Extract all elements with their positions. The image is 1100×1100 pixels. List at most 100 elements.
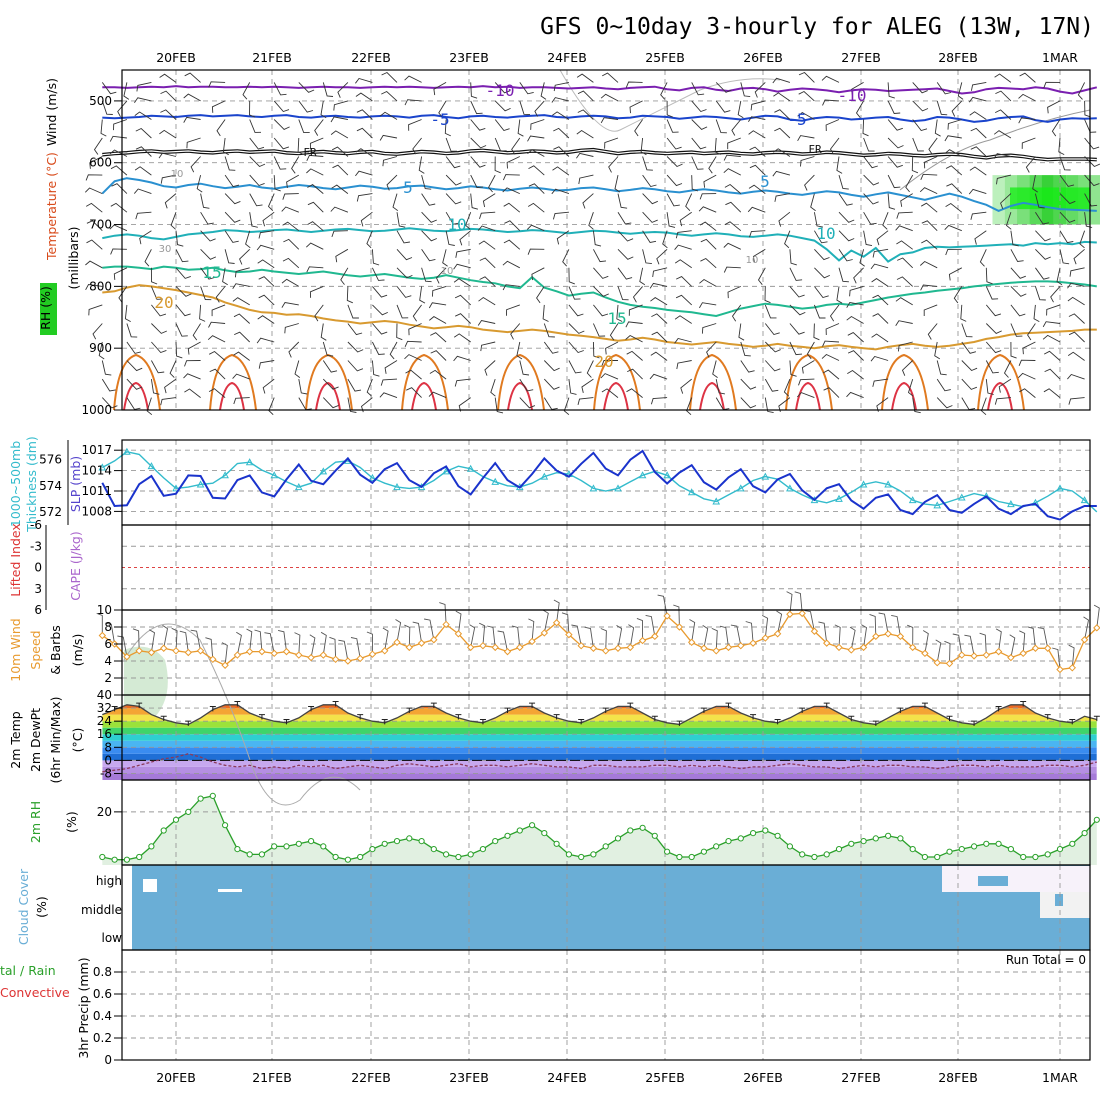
upper-air-wind-barb xyxy=(862,119,869,137)
date-label-top: 27FEB xyxy=(841,50,881,65)
upper-air-wind-barb xyxy=(1010,304,1026,317)
upper-air-wind-barb xyxy=(928,137,938,155)
upper-air-wind-barb xyxy=(563,397,570,416)
surface-wind-barb xyxy=(469,624,476,648)
panel6-unit-label: (%) xyxy=(64,811,79,833)
panel5-label-2: 2m DewPt xyxy=(28,708,43,772)
thickness-point xyxy=(957,493,966,501)
thickness-point xyxy=(712,497,721,505)
upper-air-wind-barb xyxy=(200,211,214,225)
upper-air-wind-barb xyxy=(701,323,717,334)
upper-air-wind-barb xyxy=(774,109,791,120)
rh-point xyxy=(590,851,597,858)
wind-speed-point xyxy=(626,643,634,652)
thickness-point xyxy=(368,473,377,481)
upper-air-wind-barb xyxy=(912,397,921,414)
surface-wind-barb xyxy=(952,633,963,656)
upper-air-wind-barb xyxy=(985,267,993,285)
upper-air-wind-barb xyxy=(445,211,460,225)
upper-air-wind-barb xyxy=(666,100,673,118)
upper-air-wind-barb xyxy=(431,285,447,297)
upper-air-wind-barb xyxy=(519,82,534,95)
upper-air-wind-barb xyxy=(110,165,128,176)
thickness-point xyxy=(442,467,450,475)
rh-point xyxy=(357,853,364,861)
surface-wind-barb xyxy=(628,624,635,648)
upper-air-wind-barb xyxy=(445,193,462,205)
upper-air-wind-barb xyxy=(234,331,251,343)
upper-air-wind-barb xyxy=(126,323,138,338)
upper-air-wind-barb xyxy=(340,267,349,285)
rh-point xyxy=(1093,816,1100,823)
upper-air-wind-barb xyxy=(985,379,994,395)
upper-air-wind-barb xyxy=(650,351,668,361)
upper-air-wind-barb xyxy=(806,341,815,360)
surface-wind-barb xyxy=(149,629,155,653)
upper-air-wind-barb xyxy=(919,187,938,195)
temp-color-band xyxy=(102,766,1097,774)
upper-air-wind-barb xyxy=(347,378,362,392)
rh-point xyxy=(664,848,671,855)
upper-air-wind-barb xyxy=(650,297,668,306)
thickness-point xyxy=(540,472,549,480)
upper-air-wind-barb xyxy=(306,154,324,161)
panel5-label-3: (6hr Min/Max) xyxy=(48,697,63,784)
upper-air-wind-barb xyxy=(159,129,177,139)
isotherm-label: 15 xyxy=(202,263,221,282)
upper-air-wind-barb xyxy=(920,202,938,213)
upper-air-wind-barb xyxy=(577,397,594,406)
surface-wind-barb xyxy=(891,614,901,637)
thickness-point xyxy=(908,496,917,504)
upper-air-wind-barb xyxy=(923,304,938,316)
upper-air-wind-barb xyxy=(160,397,177,406)
upper-air-wind-barb xyxy=(281,206,299,213)
upper-air-wind-barb xyxy=(284,323,299,334)
upper-air-wind-barb xyxy=(453,355,471,362)
upper-air-wind-barb xyxy=(846,315,864,324)
upper-air-wind-barb xyxy=(993,130,1012,139)
upper-air-wind-barb xyxy=(676,360,692,370)
upper-air-wind-barb xyxy=(617,248,634,260)
upper-air-wind-barb xyxy=(332,164,349,176)
surface-wind-barb xyxy=(935,639,942,663)
upper-air-wind-barb xyxy=(551,97,570,103)
upper-air-wind-barb xyxy=(175,249,189,263)
upper-air-wind-barb xyxy=(454,378,471,387)
rh-point xyxy=(602,843,609,850)
rh-contour-label: 10 xyxy=(171,169,184,180)
upper-air-wind-barb xyxy=(640,137,647,156)
upper-air-wind-barb xyxy=(405,369,422,380)
upper-air-wind-barb xyxy=(86,239,103,250)
rh-point xyxy=(823,851,830,858)
upper-air-wind-barb xyxy=(404,99,422,106)
upper-air-wind-barb xyxy=(199,304,206,322)
date-label-bottom: 22FEB xyxy=(351,1070,391,1085)
upper-air-wind-barb xyxy=(872,378,889,387)
upper-air-wind-barb xyxy=(582,193,594,209)
upper-air-wind-barb xyxy=(723,154,741,161)
upper-air-wind-barb xyxy=(568,286,581,300)
upper-air-wind-barb xyxy=(604,137,619,149)
upper-air-ytick: 500 xyxy=(89,94,112,108)
temp-minmax-bar xyxy=(504,707,511,713)
upper-air-wind-barb xyxy=(1018,372,1036,380)
upper-air-wind-barb xyxy=(347,304,359,319)
upper-air-wind-barb xyxy=(85,202,103,213)
upper-air-wind-barb xyxy=(748,184,766,194)
upper-air-wind-barb xyxy=(651,331,668,343)
upper-air-wind-barb xyxy=(731,304,742,322)
upper-air-wind-barb xyxy=(433,82,447,96)
upper-air-wind-barb xyxy=(764,323,780,336)
upper-air-wind-barb xyxy=(273,100,290,113)
upper-air-wind-barb xyxy=(577,109,594,120)
upper-air-wind-barb xyxy=(801,360,815,374)
upper-air-wind-barb xyxy=(1084,193,1098,207)
upper-air-wind-barb xyxy=(484,360,496,376)
isotherm-25-cell xyxy=(113,353,161,411)
cloud-gap xyxy=(942,866,1090,892)
thickness-point xyxy=(393,483,401,491)
upper-air-wind-barb xyxy=(404,75,422,83)
surface-wind-barb xyxy=(1052,647,1061,670)
upper-air-wind-barb xyxy=(699,278,717,287)
upper-air-wind-barb xyxy=(708,156,717,174)
